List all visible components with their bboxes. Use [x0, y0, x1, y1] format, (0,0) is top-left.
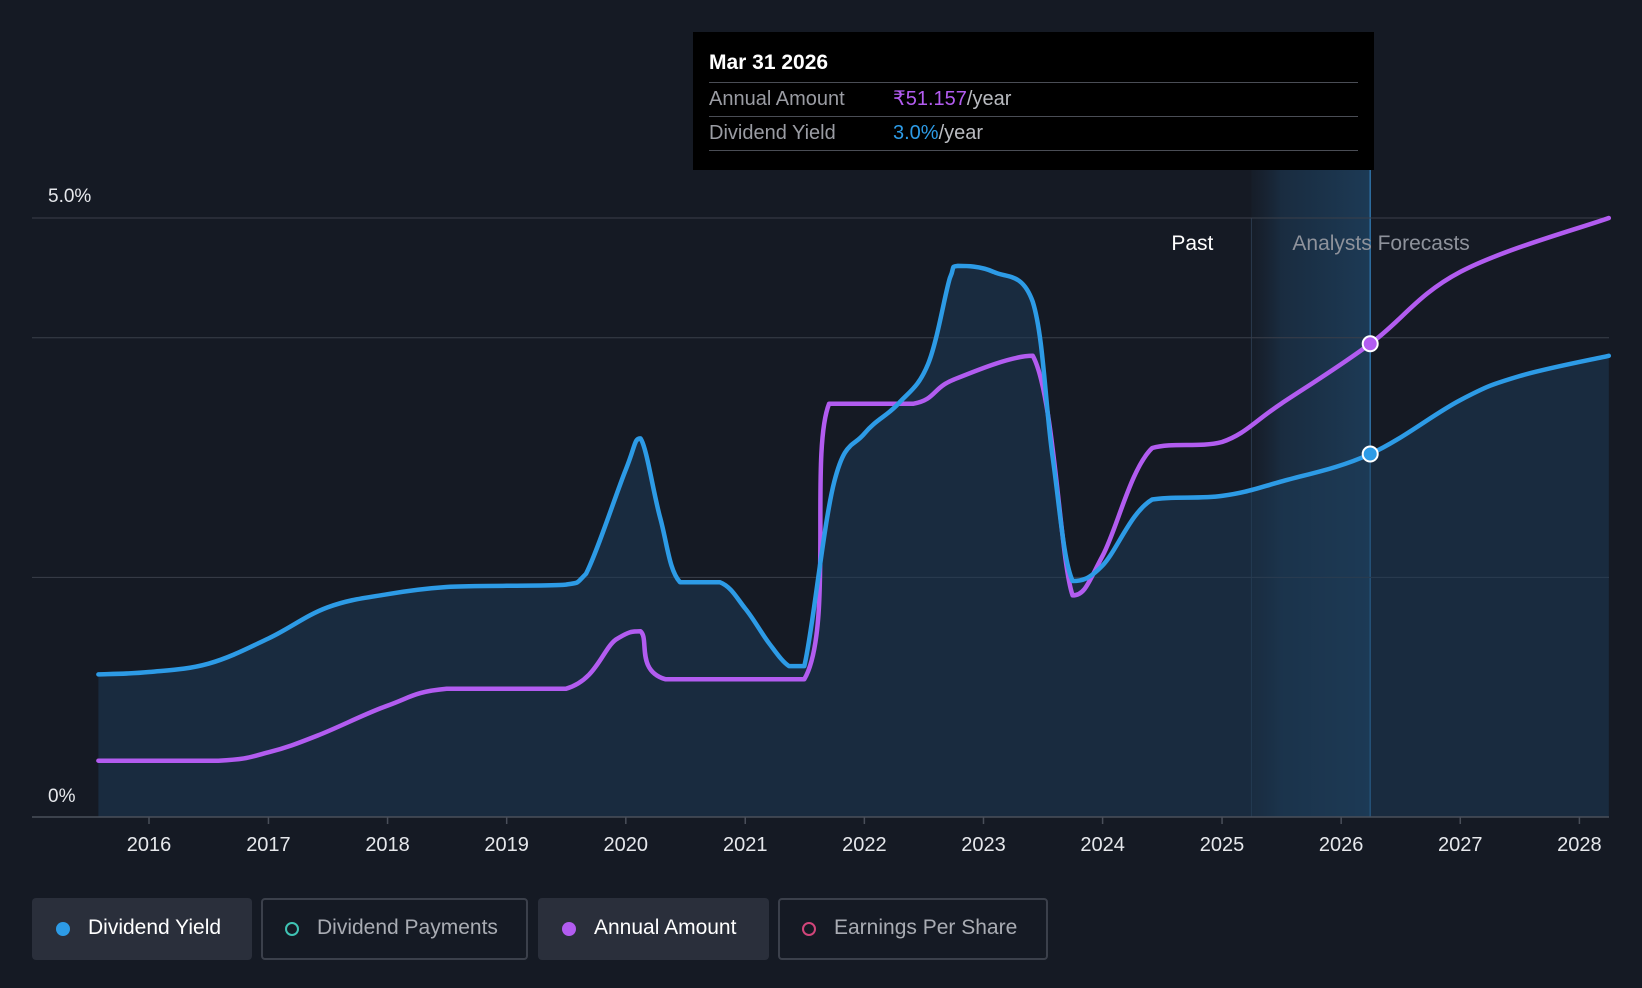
legend-dividend-yield-button[interactable]: Dividend Yield	[32, 898, 252, 960]
tooltip-annual-amount-unit: /year	[966, 88, 1012, 110]
tooltip-annual-amount-value: ₹51.157	[893, 88, 967, 110]
tooltip-dividend-yield-unit: /year	[938, 122, 984, 144]
legend-dividend-yield-label: Dividend Yield	[88, 916, 222, 939]
tooltip-annual-amount-row: Annual Amount ₹51.157/year	[709, 83, 1358, 117]
y-tick-label-bottom: 0%	[48, 786, 76, 807]
dividend-yield-marker	[1361, 445, 1379, 463]
series-group	[96, 215, 1612, 817]
x-tick-label: 2016	[127, 834, 172, 856]
hover-markers	[1361, 335, 1379, 463]
x-axis	[32, 816, 1609, 824]
tooltip-dividend-yield-value: 3.0%	[893, 122, 939, 144]
annual-amount-dot-icon	[562, 922, 576, 936]
x-tick-label: 2020	[604, 834, 649, 856]
x-tick-label: 2025	[1200, 834, 1245, 856]
y-tick-label-top: 5.0%	[48, 186, 91, 207]
dividend-payments-dot-icon	[285, 922, 299, 936]
legend-annual-amount-button[interactable]: Annual Amount	[538, 898, 769, 960]
annual-amount-line	[96, 215, 1612, 763]
analysts-forecasts-label: Analysts Forecasts	[1292, 232, 1469, 255]
dividend-yield-area	[98, 265, 1609, 817]
earnings-per-share-dot-icon	[802, 922, 816, 936]
x-tick-label: 2017	[246, 834, 291, 856]
x-tick-label: 2018	[365, 834, 410, 856]
legend-earnings-per-share-label: Earnings Per Share	[834, 916, 1018, 939]
x-tick-label: 2024	[1080, 834, 1125, 856]
legend-annual-amount-label: Annual Amount	[594, 916, 737, 939]
tooltip-annual-amount-label: Annual Amount	[709, 88, 845, 110]
chart-tooltip: Mar 31 2026 Annual Amount ₹51.157/year Di…	[693, 32, 1374, 170]
dividend-yield-dot-icon	[56, 922, 70, 936]
x-tick-label: 2026	[1319, 834, 1364, 856]
x-tick-label: 2019	[484, 834, 529, 856]
annual-amount-marker	[1361, 335, 1379, 353]
legend-dividend-payments-label: Dividend Payments	[317, 916, 498, 939]
x-tick-label: 2023	[961, 834, 1006, 856]
legend-dividend-payments-button[interactable]: Dividend Payments	[261, 898, 528, 960]
x-tick-label: 2022	[842, 834, 887, 856]
legend-earnings-per-share-button[interactable]: Earnings Per Share	[778, 898, 1048, 960]
dividend-yield-line	[96, 263, 1612, 677]
tooltip-dividend-yield-row: Dividend Yield 3.0%/year	[709, 117, 1358, 151]
x-tick-label: 2028	[1557, 834, 1602, 856]
past-label: Past	[1171, 232, 1213, 255]
axis-labels: 5.0% 0% 2016 2017 2018 2019 2020 2021 2022 2023 20…	[48, 186, 1602, 856]
x-tick-label: 2021	[723, 834, 768, 856]
tooltip-dividend-yield-label: Dividend Yield	[709, 122, 836, 144]
x-tick-label: 2027	[1438, 834, 1483, 856]
tooltip-date: Mar 31 2026	[709, 48, 1358, 83]
